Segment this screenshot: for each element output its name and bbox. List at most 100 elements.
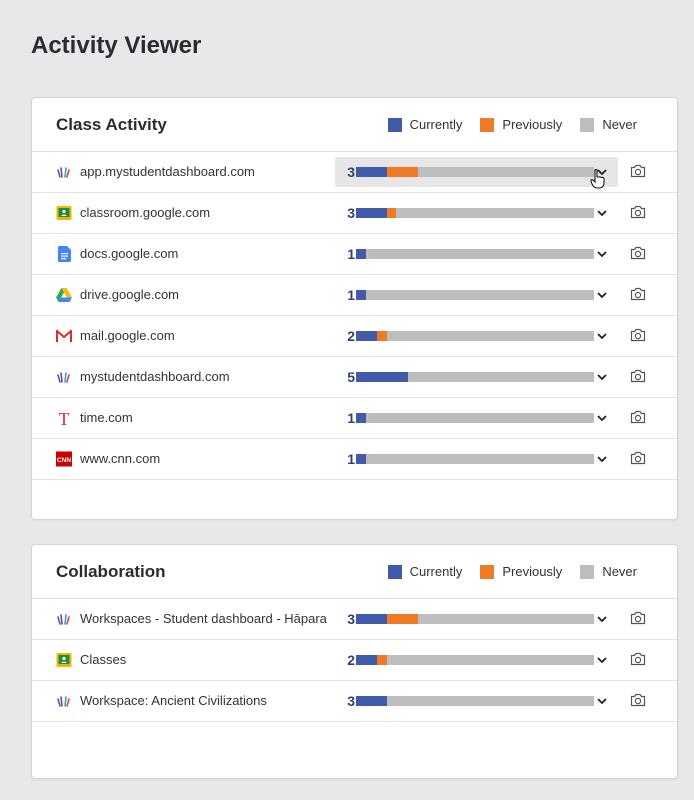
activity-bar-toggle[interactable]: 3	[335, 686, 618, 716]
list-item[interactable]: Workspace: Ancient Civilizations 3	[32, 681, 677, 722]
chevron-down-icon[interactable]	[596, 694, 608, 706]
legend-swatch-previously	[480, 564, 495, 579]
chevron-down-icon[interactable]	[596, 452, 608, 464]
list-item[interactable]: CNN www.cnn.com 1	[32, 439, 677, 480]
camera-icon[interactable]	[630, 693, 646, 707]
time-icon: T	[56, 410, 72, 426]
legend-label-never: Never	[602, 117, 637, 132]
activity-bar	[356, 413, 594, 423]
gmail-icon	[56, 328, 72, 344]
activity-bar-toggle[interactable]: 1	[335, 444, 618, 474]
chevron-down-icon[interactable]	[596, 612, 608, 624]
bar-segment-currently	[356, 167, 387, 177]
bar-segment-previously	[377, 331, 387, 341]
activity-bar-toggle[interactable]: 2	[335, 645, 618, 675]
activity-bar-toggle[interactable]: 3	[335, 198, 618, 228]
activity-bar	[356, 614, 594, 624]
camera-icon[interactable]	[630, 652, 646, 666]
activity-bar-toggle[interactable]: 1	[335, 403, 618, 433]
activity-count: 3	[347, 693, 355, 709]
camera-icon[interactable]	[630, 369, 646, 383]
bar-segment-currently	[356, 413, 366, 423]
camera-icon[interactable]	[630, 611, 646, 625]
activity-bar	[356, 331, 594, 341]
row-label: time.com	[80, 410, 133, 425]
hapara-icon	[56, 611, 72, 627]
legend-label-previously: Previously	[502, 117, 563, 132]
list-item[interactable]: docs.google.com 1	[32, 234, 677, 275]
google-classroom-icon	[56, 205, 72, 221]
list-item[interactable]: mystudentdashboard.com 5	[32, 357, 677, 398]
legend-previously: Previously	[480, 564, 562, 579]
bar-segment-previously	[386, 167, 418, 177]
bar-segment-currently	[356, 655, 378, 665]
legend-swatch-never	[580, 564, 595, 579]
svg-text:CNN: CNN	[57, 457, 72, 464]
legend: Currently Previously Never	[370, 117, 637, 132]
camera-icon[interactable]	[630, 328, 646, 342]
chevron-down-icon[interactable]	[596, 206, 608, 218]
bar-segment-currently	[356, 331, 378, 341]
row-label: classroom.google.com	[80, 205, 211, 220]
hapara-icon	[56, 693, 72, 709]
list-item[interactable]: drive.google.com 1	[32, 275, 677, 316]
activity-count: 3	[347, 611, 355, 627]
collaboration-header: Collaboration Currently Previously Never	[32, 545, 677, 599]
bar-segment-currently	[356, 290, 366, 300]
activity-bar-toggle[interactable]: 1	[335, 280, 618, 310]
chevron-down-icon[interactable]	[596, 288, 608, 300]
legend-never: Never	[580, 117, 637, 132]
legend-swatch-never	[580, 117, 595, 132]
collaboration-list: Workspaces - Student dashboard - Hāpara 3…	[32, 599, 677, 722]
chevron-down-icon[interactable]	[596, 247, 608, 259]
row-label: Workspaces - Student dashboard - Hāpara	[80, 611, 327, 626]
bar-segment-currently	[356, 454, 366, 464]
bar-segment-currently	[356, 249, 366, 259]
chevron-down-icon[interactable]	[596, 165, 608, 177]
row-label: Workspace: Ancient Civilizations	[80, 693, 267, 708]
camera-icon[interactable]	[630, 246, 646, 260]
legend-swatch-previously	[480, 117, 495, 132]
google-docs-icon	[56, 246, 72, 262]
row-label: app.mystudentdashboard.com	[80, 164, 255, 179]
activity-bar-toggle[interactable]: 5	[335, 362, 618, 392]
bar-segment-previously	[377, 655, 387, 665]
activity-bar-toggle[interactable]: 3	[335, 604, 618, 634]
legend-label-currently: Currently	[409, 564, 463, 579]
camera-icon[interactable]	[630, 287, 646, 301]
activity-bar	[356, 167, 594, 177]
hapara-icon	[56, 164, 72, 180]
google-classroom-icon	[56, 652, 72, 668]
list-item[interactable]: Classes 2	[32, 640, 677, 681]
hand-cursor-icon	[590, 168, 606, 189]
row-label: mail.google.com	[80, 328, 175, 343]
camera-icon[interactable]	[630, 410, 646, 424]
class-activity-header: Class Activity Currently Previously Neve…	[32, 98, 677, 152]
camera-icon[interactable]	[630, 451, 646, 465]
list-item[interactable]: classroom.google.com 3	[32, 193, 677, 234]
row-label: drive.google.com	[80, 287, 179, 302]
row-label: mystudentdashboard.com	[80, 369, 230, 384]
activity-count: 3	[347, 164, 355, 180]
chevron-down-icon[interactable]	[596, 329, 608, 341]
collaboration-title: Collaboration	[56, 562, 166, 581]
bar-segment-previously	[386, 614, 418, 624]
chevron-down-icon[interactable]	[596, 653, 608, 665]
camera-icon[interactable]	[630, 164, 646, 178]
chevron-down-icon[interactable]	[596, 411, 608, 423]
activity-bar	[356, 454, 594, 464]
class-activity-list: app.mystudentdashboard.com 3 classroom.goo…	[32, 152, 677, 480]
activity-bar-toggle[interactable]: 3	[335, 157, 618, 189]
camera-icon[interactable]	[630, 205, 646, 219]
activity-bar	[356, 372, 594, 382]
list-item[interactable]: mail.google.com 2	[32, 316, 677, 357]
list-item[interactable]: Workspaces - Student dashboard - Hāpara 3	[32, 599, 677, 640]
activity-count: 1	[347, 246, 355, 262]
list-item[interactable]: app.mystudentdashboard.com 3	[32, 152, 677, 193]
cnn-icon: CNN	[56, 451, 72, 467]
activity-bar-toggle[interactable]: 1	[335, 239, 618, 269]
chevron-down-icon[interactable]	[596, 370, 608, 382]
legend-currently: Currently	[387, 564, 463, 579]
activity-bar-toggle[interactable]: 2	[335, 321, 618, 351]
